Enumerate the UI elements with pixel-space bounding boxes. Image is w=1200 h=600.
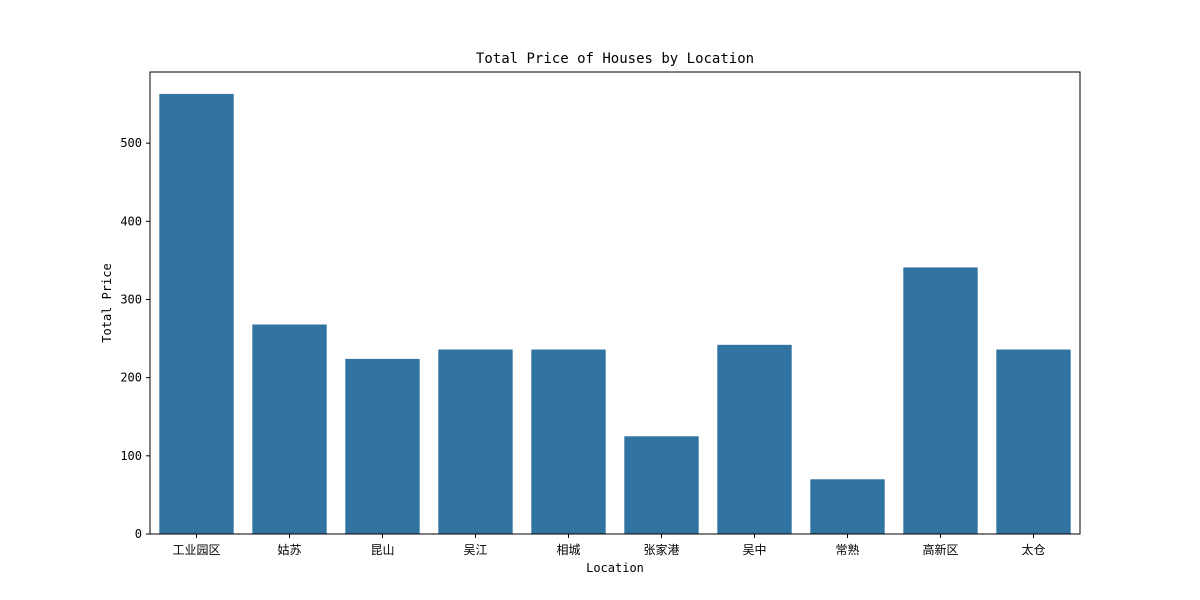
x-tick-label-8: 高新区 (922, 542, 958, 557)
bar-6 (717, 344, 792, 534)
bar-0 (159, 93, 234, 534)
y-tick-label-1: 100 (120, 449, 142, 463)
bar-4 (531, 349, 606, 534)
x-tick-label-1: 姑苏 (277, 543, 301, 557)
x-tick-label-4: 相城 (556, 543, 580, 557)
bar-3 (438, 349, 513, 534)
y-axis-label: Total Price (100, 263, 114, 342)
bar-1 (252, 324, 327, 534)
x-axis: 工业园区 姑苏 昆山 吴江 相城 张家港 吴中 常熟 高新区 太仓 (172, 534, 1046, 557)
x-tick-label-2: 昆山 (370, 543, 394, 557)
x-tick-label-6: 吴中 (742, 542, 766, 557)
bar-7 (810, 479, 885, 534)
x-tick-label-9: 太仓 (1021, 542, 1045, 557)
bars-layer (159, 93, 1071, 534)
chart-title: Total Price of Houses by Location (476, 51, 754, 67)
bar-8 (903, 267, 978, 534)
y-tick-label-5: 500 (120, 136, 142, 150)
y-tick-label-0: 0 (135, 527, 142, 541)
bar-5 (624, 436, 699, 534)
x-tick-label-3: 吴江 (463, 543, 487, 557)
y-tick-label-4: 400 (120, 214, 142, 228)
y-tick-label-3: 300 (120, 292, 142, 306)
bar-2 (345, 358, 420, 534)
plot-frame (149, 71, 1081, 535)
y-axis: 0 100 200 300 400 500 (120, 136, 150, 541)
bar-9 (996, 349, 1071, 534)
x-tick-label-0: 工业园区 (172, 543, 220, 557)
x-tick-label-7: 常熟 (835, 542, 859, 557)
y-tick-label-2: 200 (120, 371, 142, 385)
x-tick-label-5: 张家港 (643, 542, 679, 557)
x-axis-label: Location (586, 561, 644, 575)
